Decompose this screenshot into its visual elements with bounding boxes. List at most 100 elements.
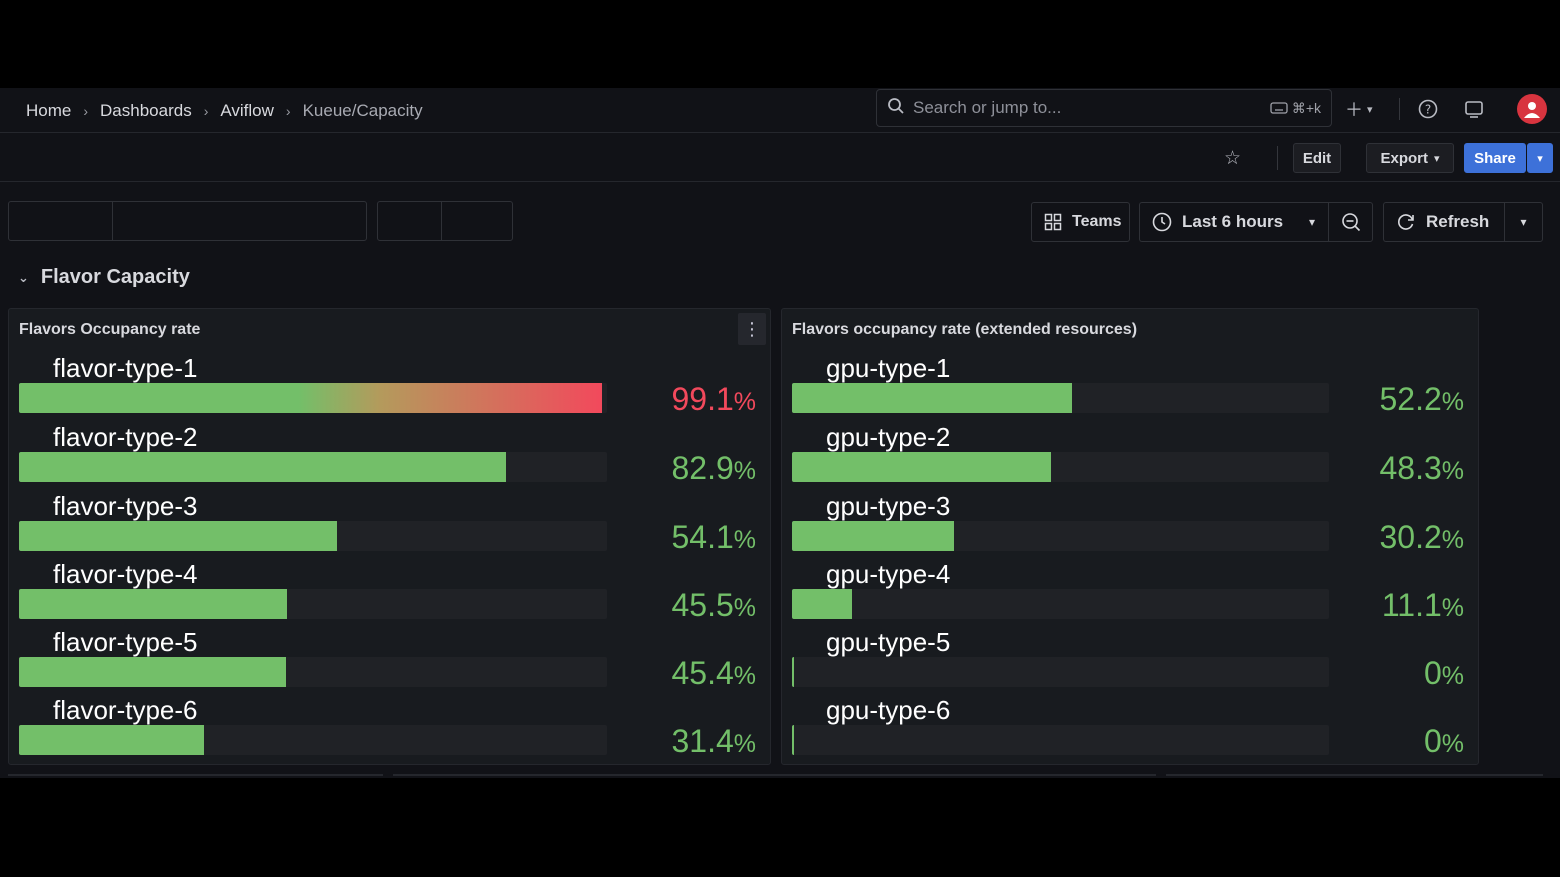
divider — [393, 774, 1156, 776]
gauge-track — [792, 725, 1329, 755]
gauge-track — [792, 657, 1329, 687]
gauge-track — [19, 383, 607, 413]
breadcrumb-home[interactable]: Home — [26, 100, 72, 120]
gauge-value: 0% — [1352, 655, 1464, 692]
gauge-value-unit: % — [733, 388, 756, 416]
gauge-value-number: 11.1 — [1381, 587, 1442, 623]
chevron-right-icon: › — [285, 102, 291, 119]
gauge-value: 31.4% — [619, 723, 756, 760]
gauge-label: gpu-type-6 — [826, 695, 951, 725]
gauge-value-number: 52.2 — [1379, 381, 1442, 417]
gauge-value-number: 48.3 — [1379, 450, 1442, 486]
gauge-value: 48.3% — [1352, 450, 1464, 487]
share-dropdown-button[interactable]: ▾ — [1527, 143, 1553, 173]
clock-icon — [1152, 212, 1172, 232]
gauge-fill — [19, 452, 506, 482]
gauge-value-number: 45.4 — [671, 655, 734, 691]
divider — [1166, 774, 1543, 776]
panel-menu-icon[interactable]: ⋮ — [738, 313, 766, 345]
teams-button[interactable]: Teams — [1031, 202, 1130, 242]
gauge-label: flavor-type-2 — [53, 422, 198, 452]
gauge-track — [792, 383, 1329, 413]
gauge-row: gpu-type-3 30.2% — [792, 491, 1464, 561]
chevron-down-icon: ▾ — [1367, 103, 1373, 116]
breadcrumb-current: Kueue/Capacity — [302, 100, 423, 120]
gauge-value: 99.1% — [619, 381, 756, 418]
chevron-down-icon: ⌄ — [18, 269, 29, 285]
gauge-value-number: 82.9 — [671, 450, 734, 486]
zoom-out-button[interactable] — [1328, 202, 1373, 242]
variable-select-2[interactable] — [377, 201, 513, 241]
gauge-fill — [792, 589, 852, 619]
gauge-track — [792, 589, 1329, 619]
gauge-value-unit: % — [1441, 457, 1464, 485]
search-icon — [887, 97, 905, 120]
divider — [8, 774, 383, 776]
share-button[interactable]: Share — [1464, 143, 1526, 173]
row-title: Flavor Capacity — [40, 266, 190, 288]
nav-actions: ＋ ▾ ? — [1345, 88, 1510, 130]
divider — [112, 202, 113, 240]
search-input[interactable]: Search or jump to... ⌘+k — [876, 89, 1332, 127]
time-range-picker[interactable]: Last 6 hours ▾ — [1139, 202, 1329, 242]
gauge-label: gpu-type-2 — [826, 422, 951, 452]
gauge-value-unit: % — [1441, 594, 1464, 622]
gauge-value-unit: % — [1441, 388, 1464, 416]
gauge-value-number: 45.5 — [671, 587, 734, 623]
divider — [1277, 146, 1278, 170]
help-icon[interactable]: ? — [1418, 99, 1438, 119]
gauge-track — [19, 521, 607, 551]
chevron-down-icon: ▾ — [1308, 215, 1315, 229]
gauge-row: flavor-type-2 82.9% — [19, 422, 756, 492]
zoom-out-icon — [1341, 213, 1360, 232]
gauge-fill — [19, 383, 602, 413]
add-icon[interactable]: ＋ ▾ — [1345, 100, 1373, 120]
gauge-label: gpu-type-1 — [826, 353, 951, 383]
gauge-fill — [19, 657, 286, 687]
gauge-track — [792, 452, 1329, 482]
gauge-row: flavor-type-6 31.4% — [19, 695, 756, 765]
breadcrumb-dashboards[interactable]: Dashboards — [100, 100, 192, 120]
user-avatar[interactable] — [1517, 94, 1547, 124]
refresh-label: Refresh — [1426, 212, 1490, 231]
panel-title: Flavors occupancy rate (extended resourc… — [792, 321, 1138, 338]
refresh-interval-dropdown[interactable]: ▾ — [1504, 202, 1543, 242]
export-label: Export — [1380, 149, 1428, 167]
chevron-down-icon: ▾ — [1433, 152, 1440, 165]
gauge-row: gpu-type-5 0% — [792, 627, 1464, 697]
top-nav: Home › Dashboards › Aviflow › Kueue/Capa… — [0, 88, 1560, 133]
gauge-label: flavor-type-5 — [53, 627, 198, 657]
row-header[interactable]: ⌄ Flavor Capacity — [18, 266, 190, 289]
gauge-label: flavor-type-4 — [53, 559, 198, 589]
gauge-label: flavor-type-6 — [53, 695, 198, 725]
gauge-value-unit: % — [1441, 730, 1464, 758]
gauge-track — [792, 521, 1329, 551]
gauge-value-unit: % — [733, 594, 756, 622]
export-button[interactable]: Export ▾ — [1366, 143, 1454, 173]
gauge-fill — [19, 589, 287, 619]
news-icon[interactable] — [1464, 99, 1484, 119]
search-placeholder: Search or jump to... — [913, 98, 1062, 117]
gauge-track — [19, 725, 607, 755]
gauge-fill — [792, 383, 1072, 413]
chevron-right-icon: › — [83, 102, 89, 119]
gauge-value: 30.2% — [1352, 519, 1464, 556]
gauge-value-unit: % — [733, 662, 756, 690]
divider — [441, 202, 442, 240]
chevron-down-icon: ▾ — [1537, 152, 1543, 165]
gauge-value-number: 31.4 — [671, 723, 734, 759]
refresh-button[interactable]: Refresh — [1383, 202, 1505, 242]
gauge-label: gpu-type-5 — [826, 627, 951, 657]
chevron-down-icon: ▾ — [1520, 215, 1527, 229]
gauge-row: flavor-type-5 45.4% — [19, 627, 756, 697]
gauge-fill — [19, 521, 337, 551]
variable-select-1[interactable] — [8, 201, 367, 241]
gauge-row: flavor-type-3 54.1% — [19, 491, 756, 561]
gauge-value-number: 30.2 — [1379, 519, 1442, 555]
gauge-fill — [792, 452, 1051, 482]
breadcrumb-aviflow[interactable]: Aviflow — [220, 100, 274, 120]
gauge-value-unit: % — [1441, 662, 1464, 690]
gauge-value: 45.5% — [619, 587, 756, 624]
edit-button[interactable]: Edit — [1293, 143, 1341, 173]
star-icon[interactable]: ☆ — [1224, 148, 1242, 169]
